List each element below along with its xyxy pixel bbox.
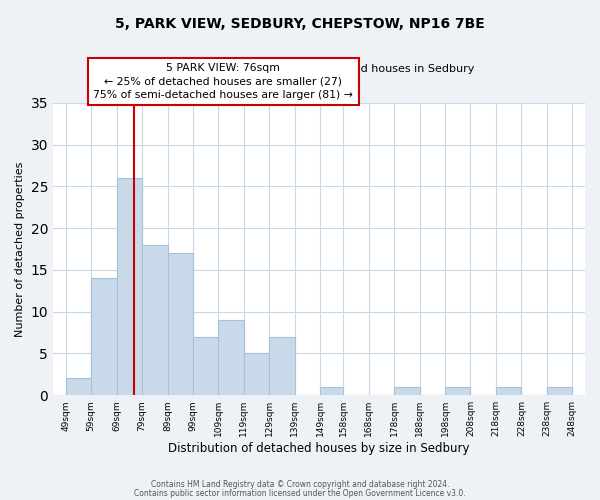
Bar [496, 387, 521, 395]
Bar [193, 336, 218, 395]
Text: Contains HM Land Registry data © Crown copyright and database right 2024.: Contains HM Land Registry data © Crown c… [151, 480, 449, 489]
Bar [547, 387, 572, 395]
Bar [394, 387, 419, 395]
Bar [116, 178, 142, 395]
Y-axis label: Number of detached properties: Number of detached properties [15, 162, 25, 336]
Title: Size of property relative to detached houses in Sedbury: Size of property relative to detached ho… [163, 64, 475, 74]
Text: 5, PARK VIEW, SEDBURY, CHEPSTOW, NP16 7BE: 5, PARK VIEW, SEDBURY, CHEPSTOW, NP16 7B… [115, 18, 485, 32]
Text: 5 PARK VIEW: 76sqm
← 25% of detached houses are smaller (27)
75% of semi-detache: 5 PARK VIEW: 76sqm ← 25% of detached hou… [94, 64, 353, 100]
Bar [142, 245, 167, 395]
Bar [244, 354, 269, 395]
Bar [66, 378, 91, 395]
Bar [167, 253, 193, 395]
Bar [320, 387, 343, 395]
Bar [218, 320, 244, 395]
Bar [269, 336, 295, 395]
X-axis label: Distribution of detached houses by size in Sedbury: Distribution of detached houses by size … [168, 442, 470, 455]
Text: Contains public sector information licensed under the Open Government Licence v3: Contains public sector information licen… [134, 488, 466, 498]
Bar [91, 278, 116, 395]
Bar [445, 387, 470, 395]
